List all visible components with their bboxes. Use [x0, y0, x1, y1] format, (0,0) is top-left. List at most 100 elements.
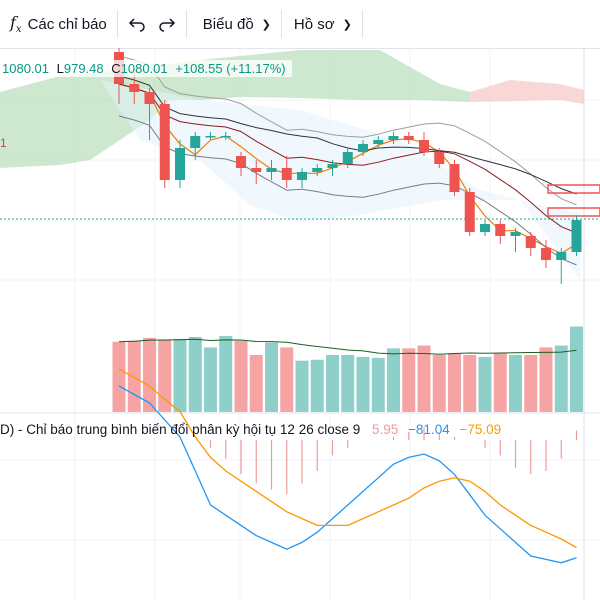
volume-bar: [341, 355, 355, 412]
candle-body: [144, 92, 155, 104]
candle-body: [556, 252, 567, 260]
candle-body: [541, 248, 551, 260]
candle-body: [495, 224, 506, 236]
macd-line: [118, 385, 577, 564]
volume-bar: [127, 340, 141, 412]
candle-body: [220, 136, 231, 138]
candle-body: [342, 152, 353, 164]
volume-bar: [554, 345, 568, 412]
price-chart[interactable]: [0, 48, 600, 600]
profile-menu-button[interactable]: Hồ sơ ❯: [282, 0, 362, 48]
candle-body: [236, 156, 246, 168]
volume-bars: [112, 326, 583, 412]
candle-body: [403, 136, 414, 140]
volume-bar: [112, 341, 126, 412]
volume-bar: [310, 359, 324, 412]
candle-body: [175, 148, 185, 180]
candle-body: [510, 232, 521, 236]
volume-ma-line: [118, 338, 577, 355]
chevron-down-icon: ❯: [342, 18, 352, 31]
candle-body: [525, 236, 536, 248]
ohlc-legend: 1080.01 L979.48 C1080.01 +108.55 (+11.17…: [0, 60, 292, 77]
volume-bar: [539, 347, 553, 412]
volume-bar: [448, 353, 461, 412]
alert-box-lower: [547, 207, 600, 217]
candle-body: [449, 164, 460, 192]
volume-bar: [326, 355, 339, 412]
candle-body: [251, 168, 262, 172]
candle-body: [464, 192, 475, 232]
volume-bar: [524, 355, 538, 412]
volume-bar: [295, 360, 309, 412]
alert-box-upper: [547, 184, 600, 194]
undo-button[interactable]: [118, 0, 156, 48]
candle-body: [266, 168, 277, 172]
bollinger-upper-line: [118, 55, 577, 206]
toolbar-divider: [185, 10, 187, 38]
candle-body: [388, 136, 399, 140]
volume-bar: [432, 355, 446, 412]
chevron-down-icon: ❯: [261, 18, 271, 31]
macd-line-value: −81.04: [408, 422, 450, 437]
macd-histogram: [209, 427, 578, 495]
volume-bar: [387, 348, 400, 412]
volume-bar: [478, 356, 492, 412]
candle-body: [190, 136, 201, 148]
bollinger-band-fill: [100, 80, 580, 280]
toolbar-divider: [361, 10, 363, 38]
macd-lines: [118, 368, 577, 564]
candle-body: [205, 136, 216, 138]
candle-body: [281, 168, 292, 180]
macd-legend[interactable]: D) - Chỉ báo trung bình biến đổi phân kỳ…: [0, 422, 501, 437]
low-value: 979.48: [63, 61, 104, 76]
signal-line-value: −75.09: [459, 422, 502, 437]
candle-body: [373, 140, 384, 144]
redo-icon: [159, 18, 175, 32]
volume-bar: [356, 356, 370, 412]
volume-bar: [371, 357, 385, 412]
volume-bar: [509, 355, 522, 412]
undo-icon: [128, 18, 145, 32]
indicators-button[interactable]: fx Các chỉ báo: [0, 0, 117, 48]
close-label: C: [111, 61, 121, 76]
candle-body: [571, 220, 582, 252]
macd-title: D) - Chỉ báo trung bình biến đổi phân kỳ…: [0, 422, 361, 437]
volume-bar: [219, 336, 233, 412]
candle-body: [159, 104, 170, 180]
side-label: 1: [0, 136, 7, 150]
chart-menu-label: Biểu đồ: [202, 15, 254, 33]
indicators-label: Các chỉ báo: [27, 15, 107, 33]
volume-bar: [204, 347, 217, 412]
volume-bar: [143, 337, 156, 412]
volume-bar: [463, 355, 477, 412]
function-icon: fx: [10, 12, 22, 36]
candle-body: [312, 168, 323, 172]
volume-bar: [493, 353, 507, 412]
macd-histogram-value: 5.95: [372, 422, 399, 437]
redo-button[interactable]: [156, 0, 186, 48]
volume-bar: [570, 326, 583, 412]
volume-bar: [188, 336, 202, 412]
volume-bar: [158, 339, 172, 412]
top-toolbar: fx Các chỉ báo Biểu đồ ❯ Hồ sơ ❯: [0, 0, 600, 49]
volume-bar: [249, 355, 263, 412]
volume-bar: [265, 342, 278, 412]
candle-body: [297, 172, 307, 180]
candle-body: [327, 164, 338, 168]
ichimoku-cloud-red: [470, 80, 584, 104]
volume-bar: [417, 345, 431, 412]
close-value: 1080.01: [120, 61, 168, 76]
volume-bar: [234, 340, 248, 412]
signal-line: [118, 368, 577, 549]
toolbar-divider: [280, 10, 282, 38]
change-value: +108.55 (+11.17%): [175, 61, 286, 76]
profile-menu-label: Hồ sơ: [293, 15, 335, 33]
low-label: L: [56, 61, 64, 76]
candle-body: [434, 152, 445, 164]
open-value: 1080.01: [2, 61, 49, 76]
candle-body: [480, 224, 490, 232]
volume-bar: [402, 348, 416, 412]
volume-bar: [173, 338, 187, 412]
chart-menu-button[interactable]: Biểu đồ ❯: [187, 0, 281, 48]
toolbar-divider: [116, 10, 118, 38]
